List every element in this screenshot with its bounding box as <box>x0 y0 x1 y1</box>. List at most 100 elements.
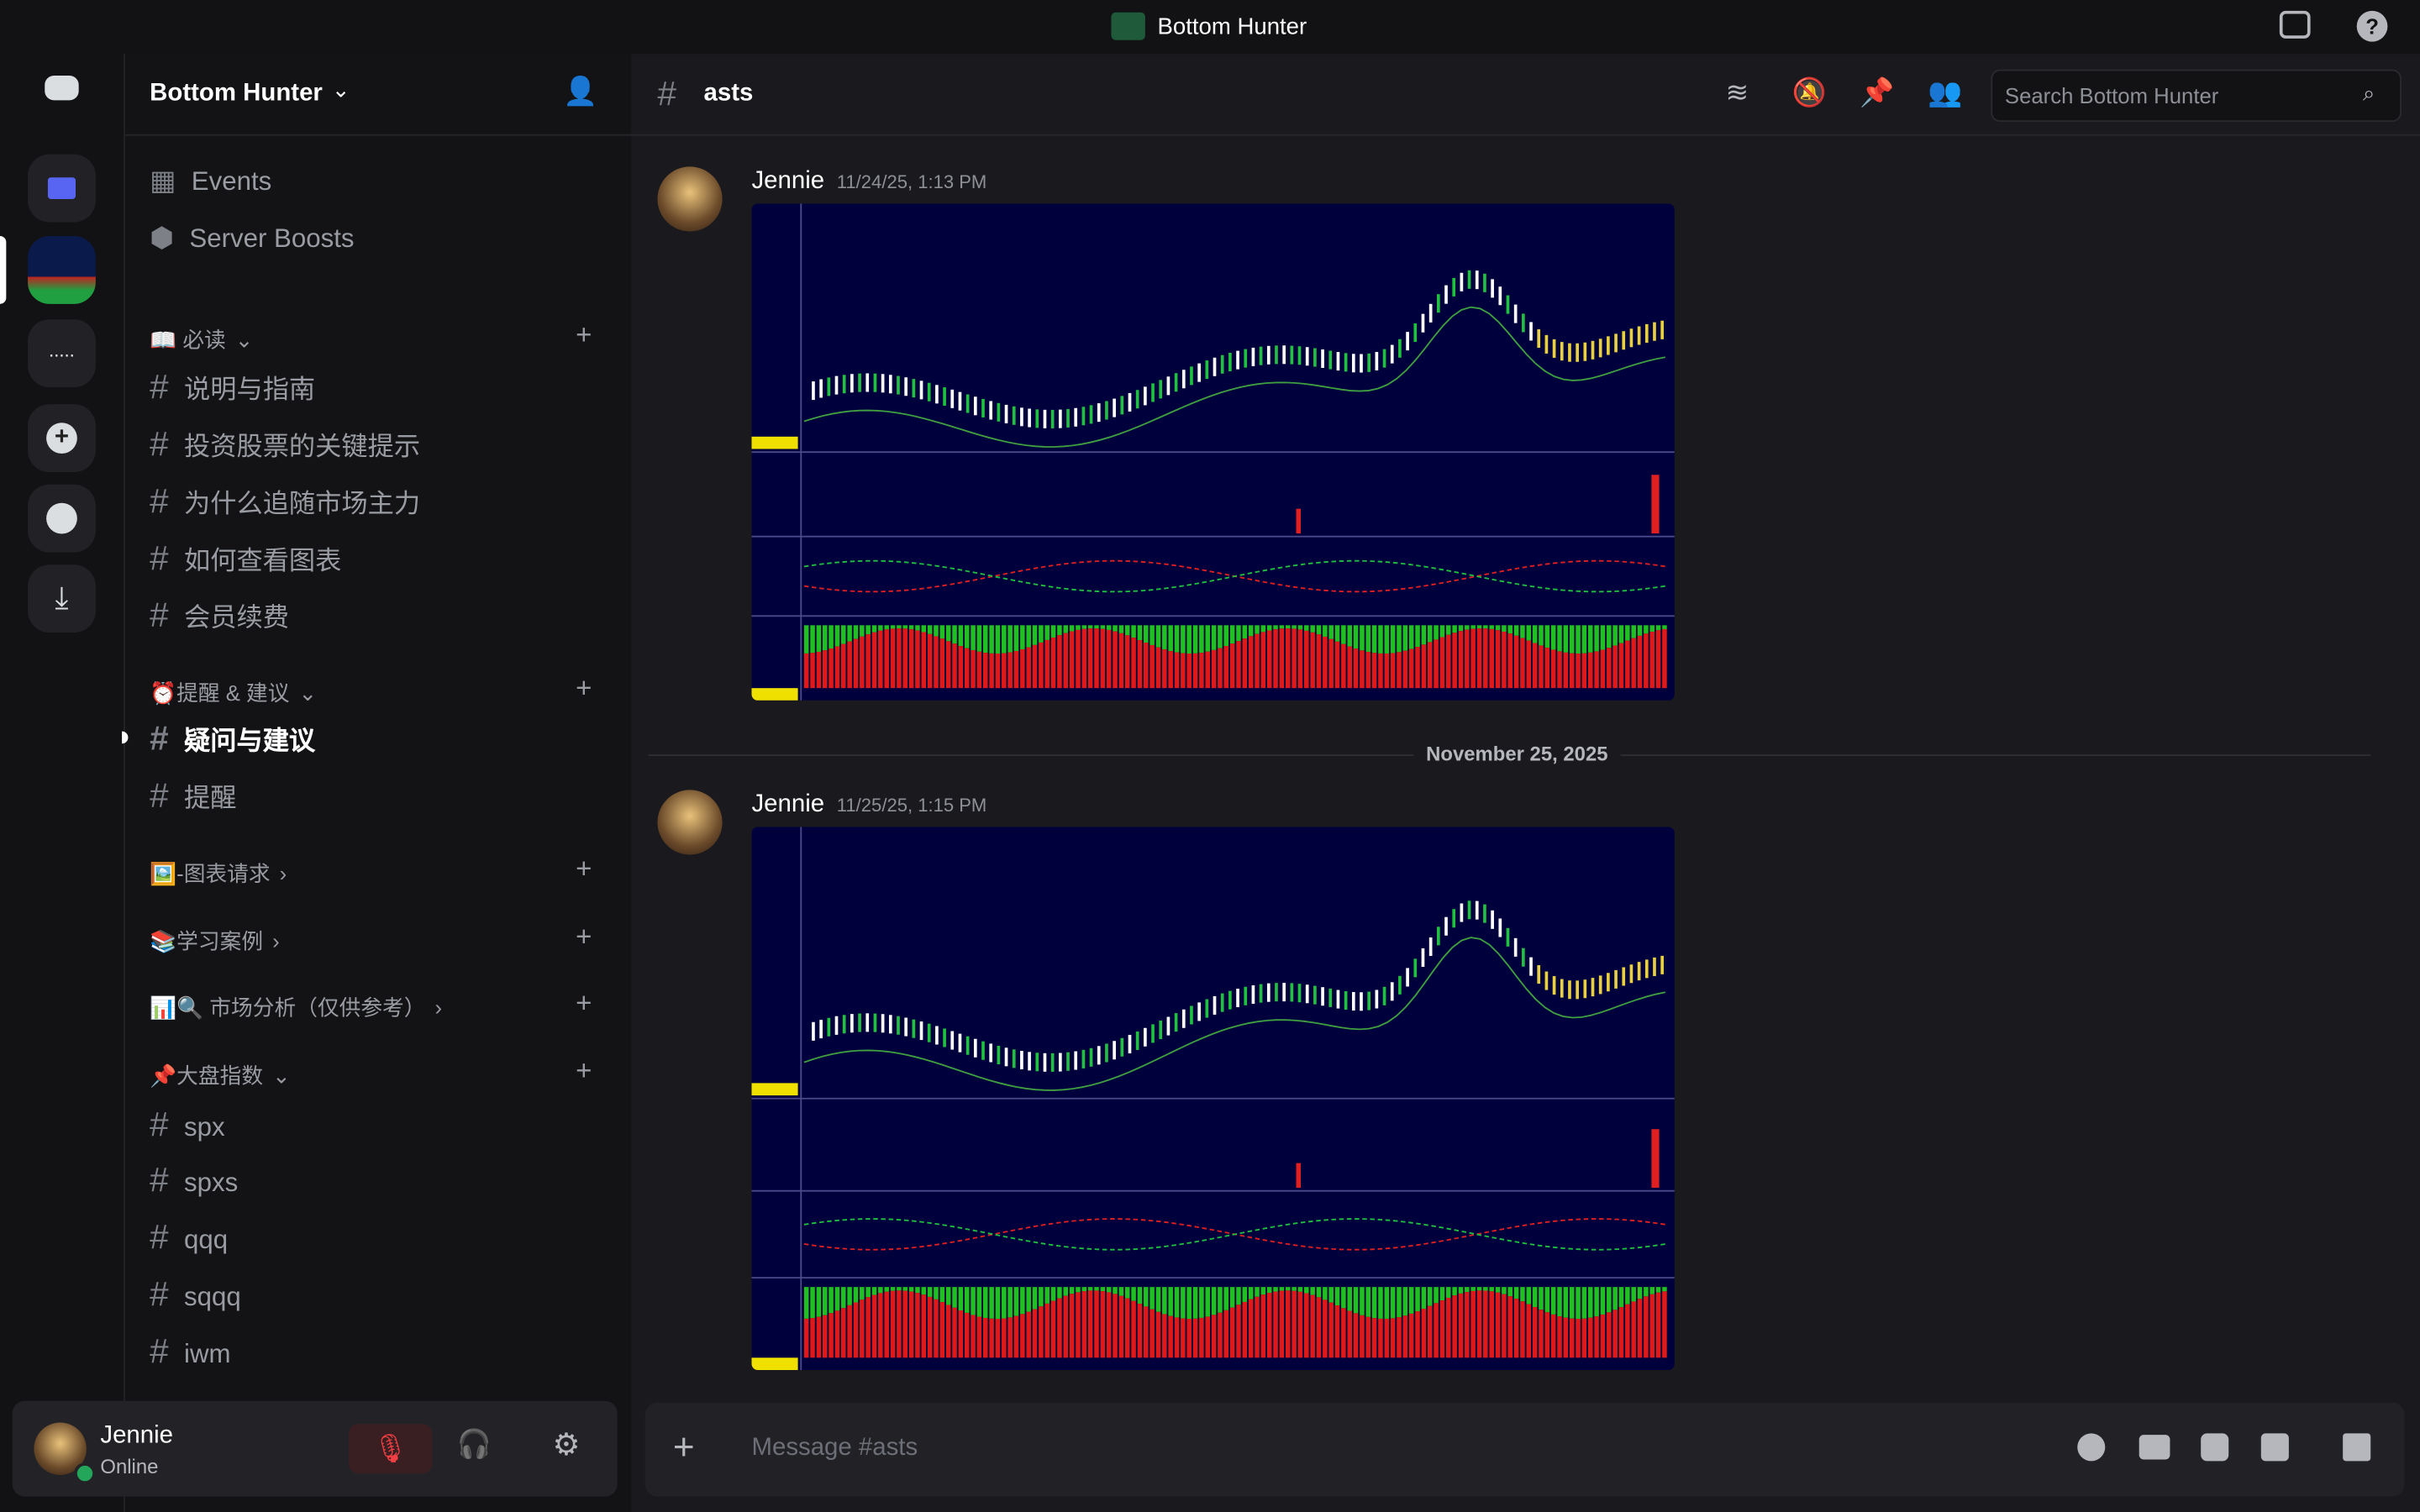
image-pixel-art <box>1286 1290 1291 1358</box>
deafen-button[interactable]: 🎧 <box>456 1428 492 1460</box>
image-pixel-art <box>1205 651 1211 689</box>
channel-item[interactable]: # spx <box>150 1105 224 1145</box>
image-pixel-art <box>810 1318 815 1358</box>
members-button[interactable]: 👥 <box>1928 76 1963 108</box>
hash-icon: # <box>150 367 169 407</box>
image-pixel-art <box>995 654 1001 689</box>
image-pixel-art <box>1144 1306 1149 1358</box>
image-pixel-art <box>1174 625 1180 653</box>
category-header[interactable]: 🖼️-图表请求 › <box>150 858 287 889</box>
image-pixel-art <box>1039 625 1044 643</box>
message-avatar[interactable] <box>657 790 723 855</box>
channel-item[interactable]: # qqq <box>150 1217 228 1257</box>
category-name: 📖 必读 <box>150 327 226 352</box>
server-button[interactable]: ..... <box>28 319 96 388</box>
notifications-button[interactable]: 🔕 <box>1791 76 1827 108</box>
image-pixel-art <box>958 646 964 689</box>
create-channel[interactable]: + <box>576 921 592 953</box>
emoji-button[interactable] <box>2077 1433 2106 1462</box>
settings-button[interactable]: ⚙ <box>552 1428 581 1463</box>
inbox-button[interactable] <box>2279 10 2311 39</box>
category-header[interactable]: 📊🔍 市场分析（仅供参考） › <box>150 992 442 1023</box>
image-pixel-art <box>1279 1287 1285 1291</box>
create-channel[interactable]: + <box>576 853 592 885</box>
chart-image-attachment[interactable] <box>751 203 1675 701</box>
image-pixel-art <box>1124 1298 1130 1358</box>
image-pixel-art <box>1569 653 1575 689</box>
channel-item[interactable]: # iwm <box>150 1331 230 1372</box>
image-pixel-art <box>1063 625 1069 633</box>
gift-button[interactable] <box>2343 1433 2371 1462</box>
image-pixel-art <box>1020 1314 1025 1358</box>
mute-button[interactable]: 🎙 <box>349 1424 433 1474</box>
channel-item[interactable]: # 提醒 <box>150 776 236 816</box>
create-channel[interactable]: + <box>576 319 592 350</box>
image-pixel-art <box>1378 1287 1383 1319</box>
image-pixel-art <box>1081 1291 1087 1358</box>
category-header[interactable]: ⏰提醒 & 建议 ⌄ <box>150 677 317 708</box>
channel-item[interactable]: # 为什么追随市场主力 <box>150 481 420 522</box>
image-pixel-art <box>921 625 927 633</box>
category-name: 📊🔍 市场分析（仅供参考） <box>150 995 426 1021</box>
pins-button[interactable]: 📌 <box>1860 76 1895 108</box>
threads-button[interactable]: ≋ <box>1725 76 1749 108</box>
channel-item[interactable]: # 如何查看图表 <box>150 538 341 579</box>
image-pixel-art <box>1304 630 1309 689</box>
message-author[interactable]: Jennie <box>751 168 825 195</box>
message-composer[interactable]: + Message #asts <box>644 1402 2405 1497</box>
image-pixel-art <box>1162 1314 1167 1358</box>
channel-item[interactable]: # 会员续费 <box>150 596 289 636</box>
message-avatar[interactable] <box>657 166 723 232</box>
download-button[interactable]: ⤓ <box>28 564 96 633</box>
image-pixel-art <box>847 1287 852 1305</box>
discover-button[interactable] <box>28 484 96 553</box>
sticker-button[interactable] <box>2201 1433 2229 1462</box>
category-header[interactable]: 📖 必读 ⌄ <box>150 324 253 355</box>
image-pixel-art <box>1341 1287 1346 1309</box>
image-pixel-art <box>1427 1305 1433 1358</box>
image-pixel-art <box>816 625 822 652</box>
channel-item[interactable]: # spxs <box>150 1160 238 1200</box>
image-pixel-art <box>945 1305 951 1358</box>
image-pixel-art <box>1502 631 1507 689</box>
add-server-button[interactable]: + <box>28 404 96 473</box>
message-author[interactable]: Jennie <box>751 791 825 818</box>
image-pixel-art <box>810 653 815 689</box>
search-box[interactable]: Search Bottom Hunter ⌕ <box>1991 69 2402 123</box>
server-link[interactable]: ⬢ Server Boosts <box>150 222 354 255</box>
image-pixel-art <box>921 1287 927 1295</box>
image-pixel-art <box>995 1287 1001 1320</box>
channel-item[interactable]: # 说明与指南 <box>150 367 315 407</box>
help-button[interactable]: ? <box>2356 10 2388 42</box>
channel-item[interactable]: # 疑问与建议 <box>150 719 315 759</box>
image-pixel-art <box>1310 1287 1315 1295</box>
category-header[interactable]: 📌大盘指数 ⌄ <box>150 1060 290 1091</box>
server-link[interactable]: ▦ Events <box>150 165 271 198</box>
server-header[interactable]: Bottom Hunter ⌄ 👤 <box>124 54 632 136</box>
chart-image-attachment[interactable] <box>751 827 1675 1371</box>
home-button[interactable] <box>28 54 96 123</box>
gif-button[interactable] <box>2139 1435 2170 1460</box>
selected-indicator <box>0 236 7 304</box>
image-pixel-art <box>1162 625 1167 650</box>
channel-item[interactable]: # 投资股票的关键提示 <box>150 424 420 465</box>
attach-button[interactable]: + <box>672 1426 695 1469</box>
image-pixel-art <box>1655 625 1661 631</box>
image-pixel-art <box>1384 625 1390 654</box>
image-pixel-art <box>1644 633 1649 689</box>
folder-button[interactable] <box>28 154 96 223</box>
create-channel[interactable]: + <box>576 987 592 1019</box>
unread-pip <box>122 731 129 744</box>
invite-icon[interactable]: 👤 <box>563 76 598 107</box>
image-pixel-art <box>1347 625 1352 647</box>
image-button[interactable] <box>2260 1433 2289 1462</box>
image-pixel-art <box>1581 625 1587 654</box>
image-pixel-art <box>1600 649 1606 689</box>
image-pixel-art <box>822 650 828 689</box>
server-button[interactable] <box>28 236 96 304</box>
create-channel[interactable]: + <box>576 1055 592 1087</box>
image-pixel-art <box>1292 1290 1297 1358</box>
channel-item[interactable]: # sqqq <box>150 1274 241 1315</box>
create-channel[interactable]: + <box>576 672 592 704</box>
category-header[interactable]: 📚学习案例 › <box>150 926 279 957</box>
